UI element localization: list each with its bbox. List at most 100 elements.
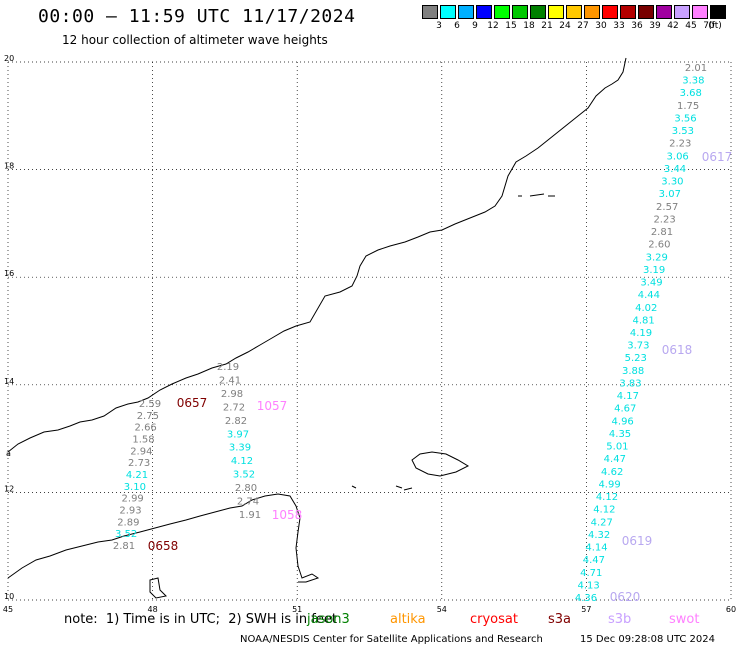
lat-tick-label: 10 bbox=[4, 592, 14, 601]
lon-tick-label: 54 bbox=[437, 605, 447, 614]
pass-time-label: 0618 bbox=[662, 343, 693, 357]
legend-label: 18 bbox=[523, 21, 535, 31]
legend-swatch bbox=[620, 5, 636, 19]
swh-value: 4.12 bbox=[231, 456, 253, 467]
legend-label: 9 bbox=[472, 21, 478, 31]
legend-label: 42 bbox=[667, 21, 679, 31]
legend-label: 27 bbox=[577, 21, 589, 31]
pass-time-label: 0620 bbox=[610, 590, 641, 604]
legend-swatch bbox=[458, 5, 474, 19]
legend-label: 36 bbox=[631, 21, 643, 31]
footer-note: note: 1) Time is in UTC; 2) SWH is in fe… bbox=[64, 612, 337, 627]
swh-value: 4.71 bbox=[580, 568, 602, 579]
swh-value: 4.47 bbox=[604, 454, 626, 465]
lon-tick-label: 51 bbox=[292, 605, 302, 614]
swh-value: 3.29 bbox=[646, 252, 668, 263]
swh-value: 3.52 bbox=[233, 470, 255, 481]
legend-label: 21 bbox=[541, 21, 553, 31]
swh-value: 3.83 bbox=[619, 378, 641, 389]
generated-timestamp: 15 Dec 09:28:08 UTC 2024 bbox=[580, 634, 715, 645]
pass-time-label: 1057 bbox=[257, 399, 288, 413]
swh-value: 2.57 bbox=[656, 202, 678, 213]
legend-swatch bbox=[674, 5, 690, 19]
legend-unit: (ft) bbox=[708, 21, 722, 31]
swh-value: 2.59 bbox=[139, 399, 161, 410]
pass-time-label: 0657 bbox=[177, 396, 208, 410]
legend-label: 45 bbox=[685, 21, 697, 31]
swh-value: 4.81 bbox=[632, 315, 654, 326]
swh-value: 2.73 bbox=[128, 458, 150, 469]
swh-value: 2.81 bbox=[113, 541, 135, 552]
pass-time-label: 0658 bbox=[148, 539, 179, 553]
swh-value: 2.98 bbox=[221, 389, 243, 400]
swh-value: 2.82 bbox=[225, 416, 247, 427]
lat-tick-label: 14 bbox=[4, 377, 14, 386]
swh-value: 2.80 bbox=[235, 483, 257, 494]
mission-label: s3b bbox=[608, 612, 632, 627]
legend-label: 15 bbox=[505, 21, 517, 31]
swh-value: 4.32 bbox=[588, 530, 610, 541]
swh-value: 3.39 bbox=[229, 443, 251, 454]
swh-value: 3.56 bbox=[674, 113, 696, 124]
swh-value: 3.10 bbox=[124, 482, 146, 493]
swh-value: 2.72 bbox=[223, 402, 245, 413]
legend-swatch bbox=[530, 5, 546, 19]
swh-value: 2.94 bbox=[130, 446, 152, 457]
swh-value: 2.23 bbox=[669, 139, 691, 150]
swh-value: 1.75 bbox=[677, 101, 699, 112]
swh-value: 4.96 bbox=[612, 416, 634, 427]
swh-value: 3.06 bbox=[667, 151, 689, 162]
swh-value: 3.07 bbox=[659, 189, 681, 200]
legend-swatch bbox=[476, 5, 492, 19]
swh-value: 3.44 bbox=[664, 164, 686, 175]
swh-value: 3.73 bbox=[627, 341, 649, 352]
swh-value: 4.21 bbox=[126, 470, 148, 481]
swh-value: 4.13 bbox=[577, 580, 599, 591]
map-subtitle: 12 hour collection of altimeter wave hei… bbox=[62, 33, 328, 47]
legend-label: 33 bbox=[613, 21, 625, 31]
lat-tick-label: 20 bbox=[4, 54, 14, 63]
legend-label: 3 bbox=[436, 21, 442, 31]
swh-value: 3.97 bbox=[227, 429, 249, 440]
swh-value: 4.12 bbox=[596, 492, 618, 503]
legend-label: 30 bbox=[595, 21, 607, 31]
legend-swatch bbox=[584, 5, 600, 19]
swh-value: 2.75 bbox=[137, 411, 159, 422]
mission-label: jason3 bbox=[307, 612, 350, 627]
legend-swatch bbox=[440, 5, 456, 19]
legend-swatch bbox=[638, 5, 654, 19]
swh-value: 4.44 bbox=[638, 290, 660, 301]
swh-value: 2.93 bbox=[119, 506, 141, 517]
swh-value: 3.53 bbox=[672, 126, 694, 137]
swh-value: 3.30 bbox=[661, 177, 683, 188]
swh-value: 1.91 bbox=[239, 510, 261, 521]
swh-value: 4.12 bbox=[593, 505, 615, 516]
lat-tick-label: 12 bbox=[4, 484, 14, 493]
swh-value: 2.41 bbox=[219, 375, 241, 386]
legend-swatch bbox=[602, 5, 618, 19]
swh-value: 2.19 bbox=[217, 362, 239, 373]
swh-value: 4.27 bbox=[591, 517, 613, 528]
wave-observations: 2.013.383.681.753.563.532.233.063.443.30… bbox=[113, 63, 707, 604]
swh-value: 4.02 bbox=[635, 303, 657, 314]
lat-tick-label: 18 bbox=[4, 162, 14, 171]
legend-swatch bbox=[692, 5, 708, 19]
swh-value: 4.62 bbox=[601, 467, 623, 478]
legend-swatch bbox=[656, 5, 672, 19]
swh-value: 5.01 bbox=[606, 442, 628, 453]
swh-value: 4.14 bbox=[585, 543, 607, 554]
swh-value: 5.23 bbox=[625, 353, 647, 364]
swh-value: 2.99 bbox=[122, 494, 144, 505]
swh-value: 2.23 bbox=[653, 214, 675, 225]
lon-tick-label: 57 bbox=[581, 605, 591, 614]
lon-tick-label: 60 bbox=[726, 605, 736, 614]
legend-swatch bbox=[548, 5, 564, 19]
legend-label: 70 bbox=[703, 21, 715, 31]
legend-swatch bbox=[710, 5, 726, 19]
swh-value: 3.19 bbox=[643, 265, 665, 276]
lat-lon-grid bbox=[7, 61, 732, 601]
legend-swatch bbox=[494, 5, 510, 19]
map-title: 00:00 – 11:59 UTC 11/17/2024 bbox=[38, 6, 356, 27]
swh-value: 3.38 bbox=[682, 76, 704, 87]
